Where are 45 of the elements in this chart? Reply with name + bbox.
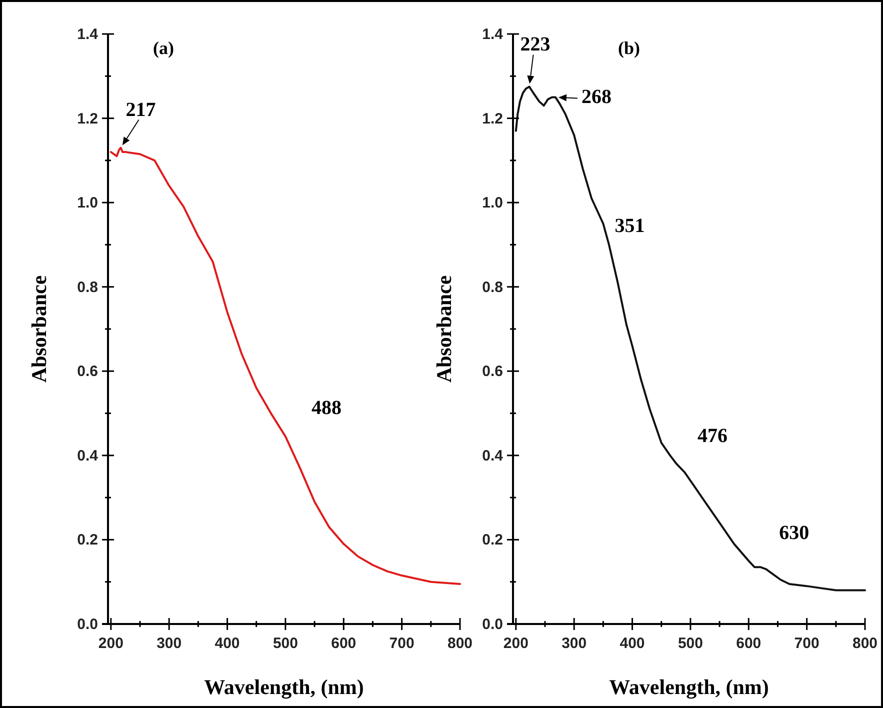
annotation: 476 xyxy=(697,424,728,447)
y-axis-title: Absorbance xyxy=(27,275,51,383)
y-axis-title: Absorbance xyxy=(432,275,456,383)
x-tick-label: 600 xyxy=(331,635,356,652)
y-tick-label: 1.0 xyxy=(482,194,503,212)
line-series xyxy=(514,86,866,592)
x-axis-title: Wavelength, (nm) xyxy=(204,675,364,699)
x-axis-title: Wavelength, (nm) xyxy=(609,675,769,699)
y-tick-label: 0.6 xyxy=(482,363,503,380)
x-tick-label: 400 xyxy=(214,635,240,652)
x-tick-label: 700 xyxy=(794,635,820,652)
y-tick-label: 0.4 xyxy=(77,447,99,464)
annotation: 488 xyxy=(311,396,342,419)
annotation: (b) xyxy=(618,38,640,58)
x-tick-label: 800 xyxy=(447,635,473,652)
x-tick-label: 200 xyxy=(503,635,528,652)
x-tick-label: 300 xyxy=(562,635,587,652)
x-tick-label: 500 xyxy=(272,635,298,652)
annotation: 630 xyxy=(779,522,810,544)
line-series xyxy=(110,146,461,585)
annotation: 268 xyxy=(581,86,612,108)
annotation: 351 xyxy=(614,215,645,238)
y-tick-label: 0.0 xyxy=(482,616,503,633)
x-tick-label: 500 xyxy=(678,635,703,652)
annotation: (a) xyxy=(153,38,174,58)
y-tick-label: 0.2 xyxy=(482,532,503,549)
x-tick-label: 700 xyxy=(389,635,414,652)
x-tick-label: 600 xyxy=(736,635,762,652)
x-tick-label: 800 xyxy=(852,635,878,652)
y-tick-label: 0.2 xyxy=(77,532,98,549)
y-tick-label: 1.0 xyxy=(77,194,98,212)
x-tick-label: 300 xyxy=(156,635,182,652)
x-tick-label: 200 xyxy=(98,635,124,652)
annotation: 223 xyxy=(520,34,550,56)
y-tick-label: 1.2 xyxy=(77,110,98,128)
y-tick-label: 0.8 xyxy=(482,278,503,296)
y-tick-label: 1.4 xyxy=(77,26,99,43)
x-tick-label: 400 xyxy=(620,635,645,652)
annotation: 217 xyxy=(126,98,156,121)
y-tick-label: 0.8 xyxy=(77,278,98,296)
y-tick-label: 0.0 xyxy=(77,616,98,633)
y-tick-label: 1.4 xyxy=(482,26,504,43)
y-tick-label: 0.6 xyxy=(77,363,98,380)
y-tick-label: 0.4 xyxy=(482,447,504,464)
y-tick-label: 1.2 xyxy=(482,110,503,128)
